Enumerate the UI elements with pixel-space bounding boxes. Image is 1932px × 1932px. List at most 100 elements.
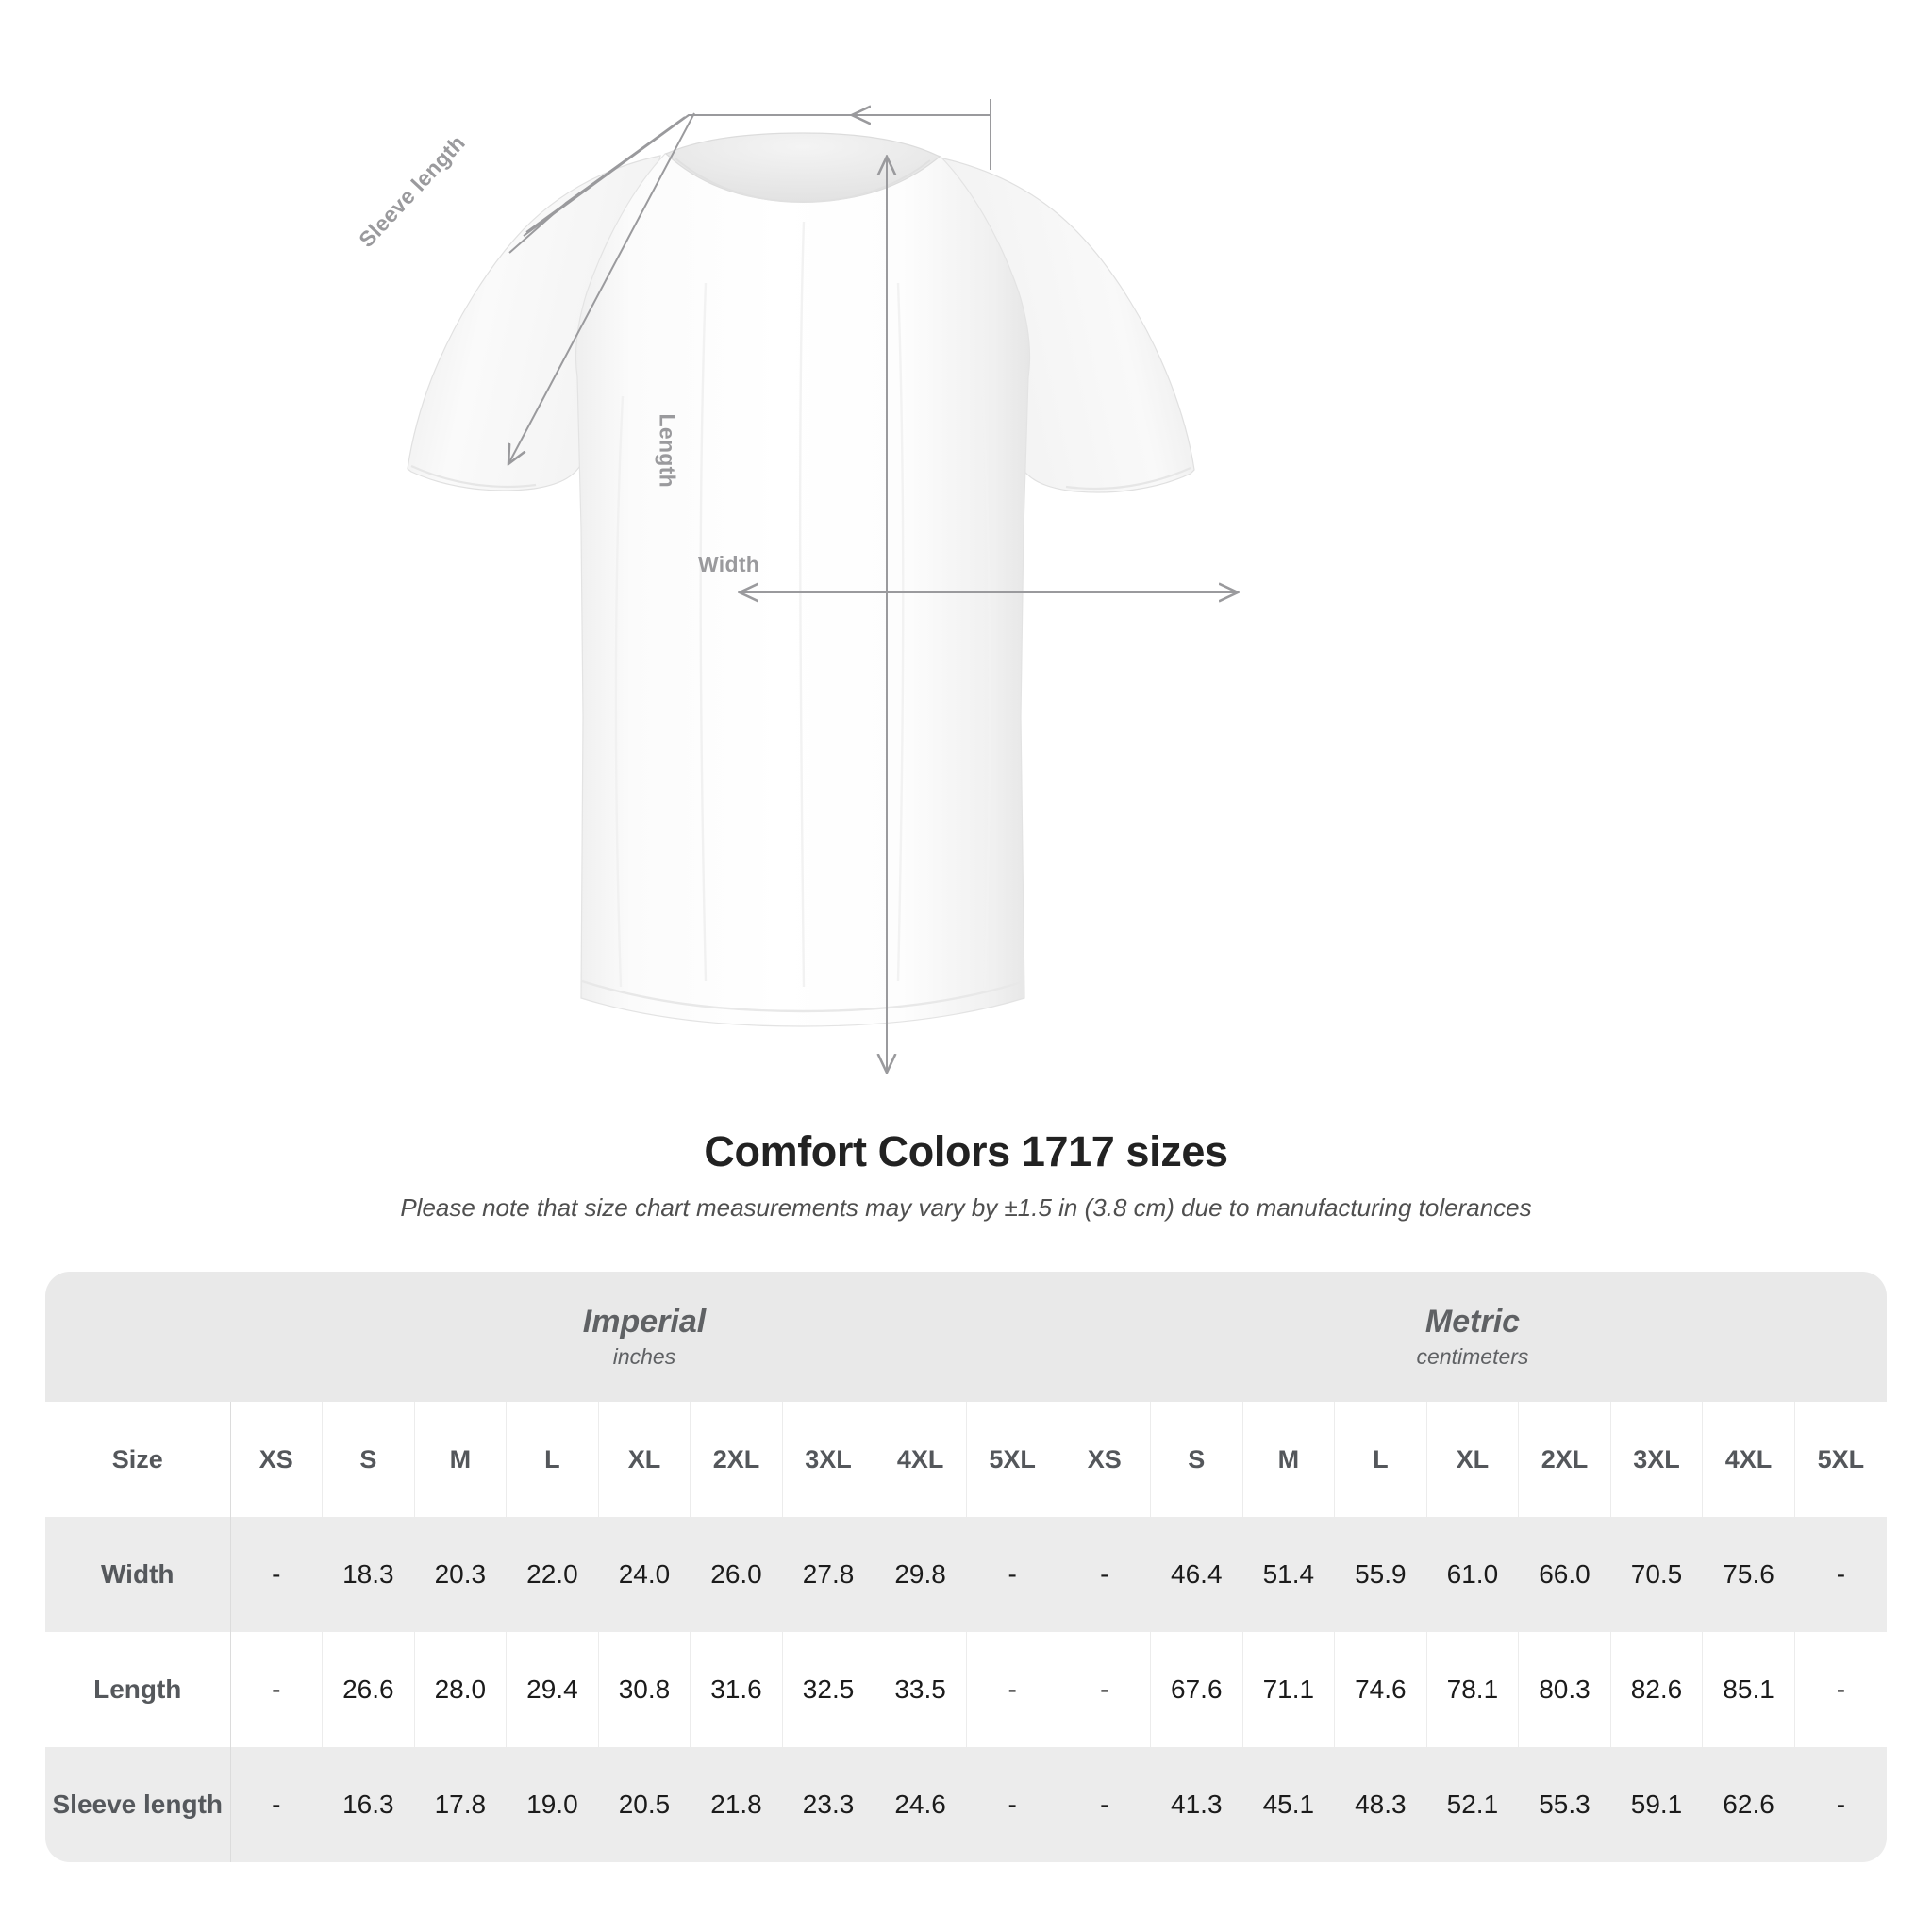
measurement-cell: 51.4 (1241, 1517, 1335, 1632)
size-header-row: Size XS S M L XL 2XL 3XL 4XL 5XL XS S M L XL 2XL 3XL 4XL 5… (45, 1402, 1887, 1517)
measurement-cell: 52.1 (1425, 1747, 1519, 1862)
unit-header-imperial: Imperial inches (230, 1272, 1058, 1402)
unit-name: Imperial (582, 1304, 707, 1341)
size-chart-table-wrapper: Imperial inches Metric centimeters Size XS S M L… (45, 1272, 1887, 1862)
fabric-folds (614, 221, 991, 988)
size-column-header: 4XL (1702, 1402, 1795, 1517)
measurement-cell: 19.0 (506, 1747, 599, 1862)
title-block: Comfort Colors 1717 sizes Please note th… (0, 1127, 1932, 1223)
unit-header-metric: Metric centimeters (1058, 1272, 1887, 1402)
size-column-header: L (1334, 1402, 1427, 1517)
size-column-header: M (413, 1402, 507, 1517)
measurement-cell: 46.4 (1150, 1517, 1243, 1632)
measurement-cell: 29.4 (506, 1632, 599, 1747)
measurement-cell: - (965, 1747, 1058, 1862)
measurement-cell: 26.6 (322, 1632, 415, 1747)
size-column-header: 4XL (874, 1402, 967, 1517)
size-column-header: 2XL (690, 1402, 783, 1517)
unit-sublabel: centimeters (1416, 1343, 1529, 1369)
measurement-cell: - (1793, 1632, 1887, 1747)
measurement-cell: 24.6 (874, 1747, 967, 1862)
measurement-cell: 80.3 (1518, 1632, 1611, 1747)
page-subtitle: Please note that size chart measurements… (400, 1193, 1532, 1222)
measurement-cell: 59.1 (1609, 1747, 1703, 1862)
unit-name: Metric (1424, 1304, 1521, 1341)
size-column-header: XL (597, 1402, 691, 1517)
measurement-cell: - (965, 1517, 1058, 1632)
measurement-cell: 32.5 (781, 1632, 874, 1747)
measurement-cell: 30.8 (597, 1632, 691, 1747)
width-label: Width (698, 552, 760, 576)
unit-sublabel: inches (612, 1343, 676, 1369)
size-column-header: XS (1058, 1402, 1151, 1517)
unit-system-header-row: Imperial inches Metric centimeters (45, 1272, 1887, 1402)
measurement-row-label: Sleeve length (45, 1747, 230, 1862)
hem-seam (581, 979, 1025, 1013)
measurement-cell: 41.3 (1150, 1747, 1243, 1862)
unit-row-spacer (45, 1272, 230, 1402)
sleeve-length-line (525, 116, 686, 233)
table-row: Length -26.6 28.0 29.4 30.8 31.6 32.5 33.5- -67.… (45, 1632, 1887, 1747)
size-column-header: 3XL (1609, 1402, 1703, 1517)
measurement-cell: 45.1 (1241, 1747, 1335, 1862)
measurement-cell: 74.6 (1334, 1632, 1427, 1747)
measurement-cell: - (229, 1747, 323, 1862)
measurement-cell: 55.9 (1334, 1517, 1427, 1632)
measurement-row-label: Length (45, 1632, 230, 1747)
measurement-cell: 66.0 (1518, 1517, 1611, 1632)
tshirt-diagram: Sleeve length Length Width (354, 99, 1932, 1113)
measurement-cell: 23.3 (781, 1747, 874, 1862)
measurement-cell: 20.5 (597, 1747, 691, 1862)
measurement-row-label: Width (45, 1517, 230, 1632)
size-column-header: 3XL (781, 1402, 874, 1517)
measurement-cell: 31.6 (690, 1632, 783, 1747)
measurement-cell: 26.0 (690, 1517, 783, 1632)
size-column-header: XL (1425, 1402, 1519, 1517)
measurement-cell: 55.3 (1518, 1747, 1611, 1862)
page-title: Comfort Colors 1717 sizes (704, 1127, 1228, 1175)
measurement-cell: 20.3 (413, 1517, 507, 1632)
measurement-cell: 71.1 (1241, 1632, 1335, 1747)
measurement-cell: - (1058, 1632, 1151, 1747)
size-column-header: S (1150, 1402, 1243, 1517)
measurement-cell: - (1058, 1747, 1151, 1862)
measurement-cell: 75.6 (1702, 1517, 1795, 1632)
measurement-cell: - (229, 1632, 323, 1747)
length-label: Length (655, 413, 680, 488)
measurement-cell: 48.3 (1334, 1747, 1427, 1862)
size-column-header: M (1241, 1402, 1335, 1517)
size-column-header: 2XL (1518, 1402, 1611, 1517)
measurement-cell: - (229, 1517, 323, 1632)
measurement-cell: - (1793, 1747, 1887, 1862)
table-row: Sleeve length -16.3 17.8 19.0 20.5 21.8 23.3 24… (45, 1747, 1887, 1862)
tshirt-illustration (407, 99, 1932, 1113)
table-row: Width -18.3 20.3 22.0 24.0 26.0 27.8 29.8- -46.4… (45, 1517, 1887, 1632)
sleeve-length-arrow (509, 112, 695, 462)
size-column-header: 5XL (1793, 1402, 1887, 1517)
size-column-header: 5XL (965, 1402, 1058, 1517)
measurement-cell: 27.8 (781, 1517, 874, 1632)
measurement-cell: - (965, 1632, 1058, 1747)
measurement-cell: 61.0 (1425, 1517, 1519, 1632)
measurement-cell: - (1793, 1517, 1887, 1632)
measurement-cell: 82.6 (1609, 1632, 1703, 1747)
measurement-cell: - (1058, 1517, 1151, 1632)
measurement-cell: 62.6 (1702, 1747, 1795, 1862)
size-header-label: Size (45, 1402, 230, 1517)
measurement-cell: 17.8 (413, 1747, 507, 1862)
size-chart-table: Imperial inches Metric centimeters Size XS S M L… (45, 1272, 1887, 1862)
left-sleeve-hem (410, 464, 537, 489)
measurement-cell: 18.3 (322, 1517, 415, 1632)
measurement-cell: 22.0 (506, 1517, 599, 1632)
measurement-cell: 70.5 (1609, 1517, 1703, 1632)
right-sleeve-hem (1065, 466, 1191, 491)
measurement-cell: 29.8 (874, 1517, 967, 1632)
measurement-cell: 78.1 (1425, 1632, 1519, 1747)
size-column-header: S (322, 1402, 415, 1517)
size-column-header: XS (229, 1402, 323, 1517)
measurement-cell: 85.1 (1702, 1632, 1795, 1747)
measurement-cell: 16.3 (322, 1747, 415, 1862)
measurement-cell: 28.0 (413, 1632, 507, 1747)
measurement-cell: 33.5 (874, 1632, 967, 1747)
size-column-header: L (506, 1402, 599, 1517)
